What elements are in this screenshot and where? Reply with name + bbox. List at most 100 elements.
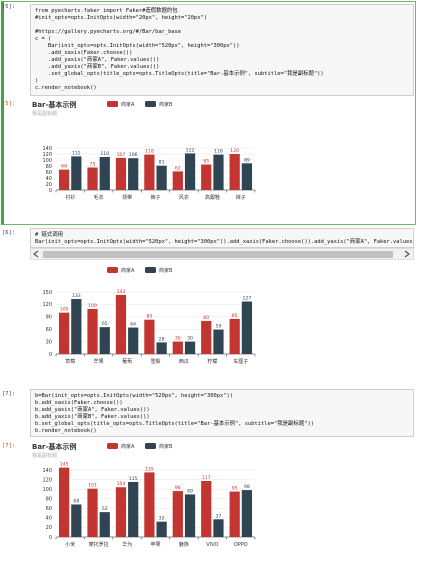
chart-subtitle: 我是副标题: [32, 110, 57, 117]
chart-title: Bar-基本示例: [32, 100, 76, 109]
bar-value-label: 89: [187, 488, 193, 494]
bar-value-label: 98: [244, 484, 250, 490]
output-prompt: [7]:: [2, 443, 16, 449]
bar-value-label: 122: [186, 147, 195, 153]
bar: [58, 312, 70, 354]
bar: [241, 301, 253, 354]
y-tick-label: 20: [46, 525, 52, 531]
bar-value-label: 112: [72, 150, 81, 156]
bar: [144, 319, 155, 354]
bar-value-label: 110: [100, 151, 109, 157]
bar: [128, 327, 139, 354]
y-tick-label: 40: [46, 516, 52, 522]
x-tick-label: 小米: [65, 541, 75, 548]
y-tick-label: 150: [42, 290, 52, 296]
bar: [213, 329, 224, 354]
bar-value-label: 68: [73, 498, 79, 504]
code-cell: b=Bar(init_opts=opts.InitOpts(width="520…: [30, 389, 414, 437]
bar-value-label: 135: [145, 466, 154, 472]
bar-value-label: 100: [60, 307, 69, 313]
x-tick-label: 柠檬: [207, 358, 217, 365]
bar: [87, 488, 98, 537]
legend-swatch: [107, 443, 118, 449]
input-prompt: [7]:: [2, 391, 16, 397]
bar-value-label: 62: [175, 165, 181, 171]
bar-value-label: 115: [129, 476, 138, 482]
bar: [172, 341, 183, 354]
bar-value-label: 96: [175, 485, 181, 491]
y-tick-label: 100: [42, 487, 52, 493]
y-tick-label: 120: [42, 302, 52, 308]
code-cell: from pyecharts.faker import Faker#造假数据的包…: [30, 4, 414, 96]
x-tick-label: 华为: [122, 541, 132, 548]
legend-label: 商家B: [159, 443, 173, 450]
bar-value-label: 85: [203, 159, 209, 165]
bar-value-label: 30: [175, 336, 181, 342]
bar-value-label: 81: [159, 160, 165, 166]
horizontal-scrollbar[interactable]: [30, 248, 414, 260]
y-tick-label: 100: [42, 158, 52, 164]
y-tick-label: 140: [42, 468, 52, 474]
input-prompt: [6]:: [2, 230, 16, 236]
bar-value-label: 101: [88, 483, 97, 489]
scroll-right[interactable]: [402, 249, 412, 259]
bar-value-label: 109: [88, 303, 97, 309]
bar-value-label: 145: [60, 462, 69, 468]
selected-cell[interactable]: [1, 1, 416, 225]
y-tick-label: 40: [46, 176, 52, 182]
legend-label: 商家A: [121, 101, 135, 108]
bar-value-label: 75: [90, 162, 96, 168]
bar: [99, 157, 110, 190]
y-tick-label: 0: [49, 535, 52, 541]
chart: 0 20 40 60 80 100 120 140 小米 摩托罗拉 华为 苹果 魅族 VIVO OPPO 14…: [32, 442, 256, 548]
bar-value-label: 127: [243, 296, 252, 302]
bar: [229, 318, 240, 354]
x-tick-label: VIVO: [206, 542, 218, 548]
bar-value-label: 85: [232, 313, 238, 319]
x-tick-label: 草莓: [65, 358, 75, 365]
bar-value-label: 28: [159, 336, 165, 342]
bar-value-label: 83: [146, 314, 152, 320]
legend-swatch: [145, 443, 156, 449]
bar-value-label: 143: [117, 289, 126, 295]
y-tick-label: 60: [46, 506, 52, 512]
scroll-left[interactable]: [32, 249, 42, 259]
bar: [99, 327, 110, 354]
bar-value-label: 32: [159, 516, 165, 522]
bar: [184, 153, 196, 190]
output-prompt: [5]:: [2, 101, 16, 107]
bar-value-label: 65: [102, 321, 108, 327]
bar: [184, 494, 196, 537]
bar: [128, 481, 139, 537]
bar-value-label: 80: [203, 315, 209, 321]
bar-value-label: 118: [214, 149, 223, 155]
x-tick-label: 芒果: [94, 358, 104, 365]
bar-value-label: 106: [129, 152, 138, 158]
bar: [241, 490, 253, 537]
bar: [184, 341, 196, 354]
x-tick-label: 雪梨: [150, 358, 160, 365]
y-tick-label: 80: [46, 497, 52, 503]
bar-value-label: 117: [202, 475, 211, 481]
bar-value-label: 107: [117, 152, 126, 158]
bar: [201, 164, 212, 190]
legend-label: 商家B: [159, 101, 173, 108]
x-tick-label: 葡萄: [122, 358, 132, 365]
bar-value-label: 120: [230, 148, 239, 154]
bar-value-label: 52: [102, 506, 108, 512]
x-tick-label: 高跟鞋: [205, 194, 220, 201]
scroll-thumb[interactable]: [43, 251, 393, 258]
bar: [115, 487, 127, 537]
bar-value-label: 30: [187, 336, 193, 342]
legend-swatch: [145, 267, 156, 273]
legend-swatch: [107, 267, 118, 273]
code-cell: # 链式调用 Bar(init_opts=opts.InitOpts(width…: [30, 228, 414, 248]
legend-label: 商家A: [121, 267, 135, 274]
y-tick-label: 0: [49, 352, 52, 358]
bar: [156, 521, 167, 537]
bar-value-label: 95: [232, 486, 238, 492]
y-tick-label: 120: [42, 477, 52, 483]
y-tick-label: 90: [46, 315, 52, 321]
